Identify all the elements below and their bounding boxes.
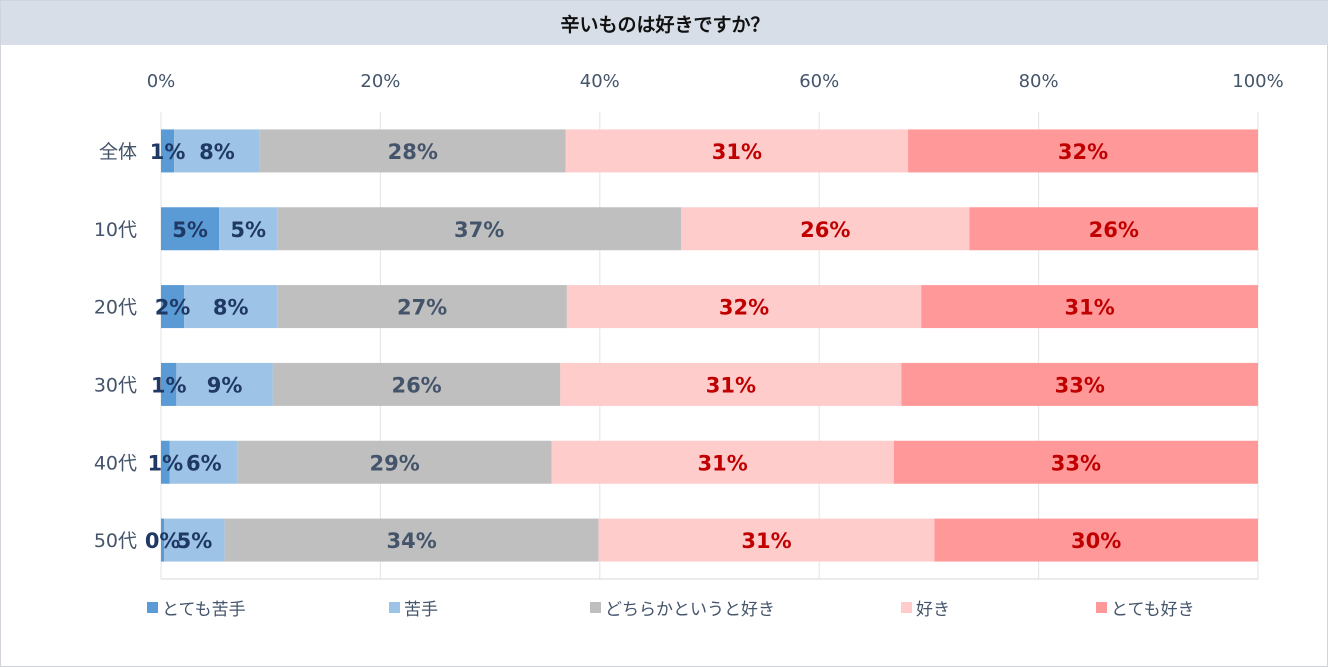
bar-segment <box>272 362 561 406</box>
legend-label: 苦手 <box>404 600 438 620</box>
category-label: 30代 <box>94 374 137 396</box>
bar-segment <box>277 207 681 251</box>
legend-label: どちらかというと好き <box>605 600 775 620</box>
data-label: 1% <box>150 140 186 164</box>
data-label: 34% <box>387 529 437 553</box>
legend-item: とても好き <box>1096 595 1195 620</box>
bar-segment <box>161 285 185 329</box>
legend-swatch <box>1096 602 1107 613</box>
bar-segment <box>680 207 970 251</box>
bar-segment <box>893 440 1258 484</box>
bar-segment <box>901 362 1258 406</box>
data-label: 5% <box>172 218 208 242</box>
bar-segment <box>934 518 1258 562</box>
data-label: 31% <box>1064 296 1114 320</box>
legend-swatch <box>590 602 601 613</box>
data-label: 5% <box>230 218 266 242</box>
data-label: 31% <box>698 451 748 475</box>
data-label: 2% <box>155 296 191 320</box>
data-label: 28% <box>388 140 438 164</box>
bar-segment <box>908 129 1258 173</box>
bar-segment <box>174 129 260 173</box>
data-label: 31% <box>706 373 756 397</box>
x-tick-label: 20% <box>360 71 400 92</box>
x-tick-label: 60% <box>799 71 839 92</box>
data-label: 33% <box>1055 373 1105 397</box>
category-label: 10代 <box>94 219 137 241</box>
data-label: 27% <box>397 296 447 320</box>
bar-segment <box>161 440 170 484</box>
x-tick-label: 40% <box>580 71 620 92</box>
data-label: 5% <box>177 529 213 553</box>
bar-segment <box>560 362 902 406</box>
data-label: 0% <box>145 529 181 553</box>
data-label: 8% <box>213 296 249 320</box>
bar-segment <box>565 129 909 173</box>
legend-swatch <box>901 602 912 613</box>
legend-item: どちらかというと好き <box>590 595 775 620</box>
data-label: 33% <box>1051 451 1101 475</box>
category-label: 20代 <box>94 297 137 319</box>
data-label: 26% <box>1089 218 1139 242</box>
bar-segment <box>259 129 566 173</box>
category-label: 全体 <box>99 141 137 163</box>
bar-segment <box>164 518 225 562</box>
bar-chart: 0% 20% 40% 60% 80% 100% 全体 1% 8% 28% 31% 32% 10代 5% 5%… <box>94 71 1284 580</box>
data-label: 37% <box>454 218 504 242</box>
legend-item: 苦手 <box>389 595 438 620</box>
title-bar: 辛いものは好きですか？ <box>1 1 1328 45</box>
category-label: 40代 <box>94 452 137 474</box>
legend-swatch <box>147 602 158 613</box>
bar-segment <box>161 207 220 251</box>
data-label: 31% <box>712 140 762 164</box>
legend-swatch <box>389 602 400 613</box>
legend-label: とても好き <box>1111 600 1195 620</box>
data-label: 1% <box>148 451 184 475</box>
bar-segment <box>969 207 1258 251</box>
data-label: 26% <box>800 218 850 242</box>
bar-segment <box>921 285 1258 329</box>
legend-label: とても苦手 <box>162 600 246 620</box>
bar-segment <box>224 518 599 562</box>
data-label: 9% <box>207 373 243 397</box>
legend: とても苦手 苦手 どちらかというと好き 好き とても好き <box>1 595 1328 621</box>
data-label: 30% <box>1071 529 1121 553</box>
x-tick-label: 0% <box>147 71 176 92</box>
data-label: 32% <box>719 296 769 320</box>
data-label: 29% <box>370 451 420 475</box>
bar-segment <box>277 285 567 329</box>
category-label: 50代 <box>94 530 137 552</box>
legend-label: 好き <box>916 600 950 620</box>
bar-segment <box>219 207 278 251</box>
bar-segment <box>184 285 278 329</box>
bar-segment <box>169 440 238 484</box>
data-label: 8% <box>199 140 235 164</box>
bar-segment <box>598 518 935 562</box>
bar-segment <box>551 440 894 484</box>
bar-segment <box>161 129 175 173</box>
data-label: 6% <box>186 451 222 475</box>
bar-segment <box>237 440 552 484</box>
x-tick-label: 80% <box>1019 71 1059 92</box>
data-label: 31% <box>741 529 791 553</box>
legend-item: 好き <box>901 595 950 620</box>
bar-segment <box>566 285 922 329</box>
bar-segment <box>176 362 273 406</box>
data-label: 1% <box>151 373 187 397</box>
x-tick-label: 100% <box>1232 71 1283 92</box>
chart-title: 辛いものは好きですか？ <box>560 13 770 36</box>
legend-item: とても苦手 <box>147 595 246 620</box>
bar-segment <box>161 362 177 406</box>
data-label: 32% <box>1058 140 1108 164</box>
data-label: 26% <box>391 373 441 397</box>
bar-segment <box>161 518 165 562</box>
